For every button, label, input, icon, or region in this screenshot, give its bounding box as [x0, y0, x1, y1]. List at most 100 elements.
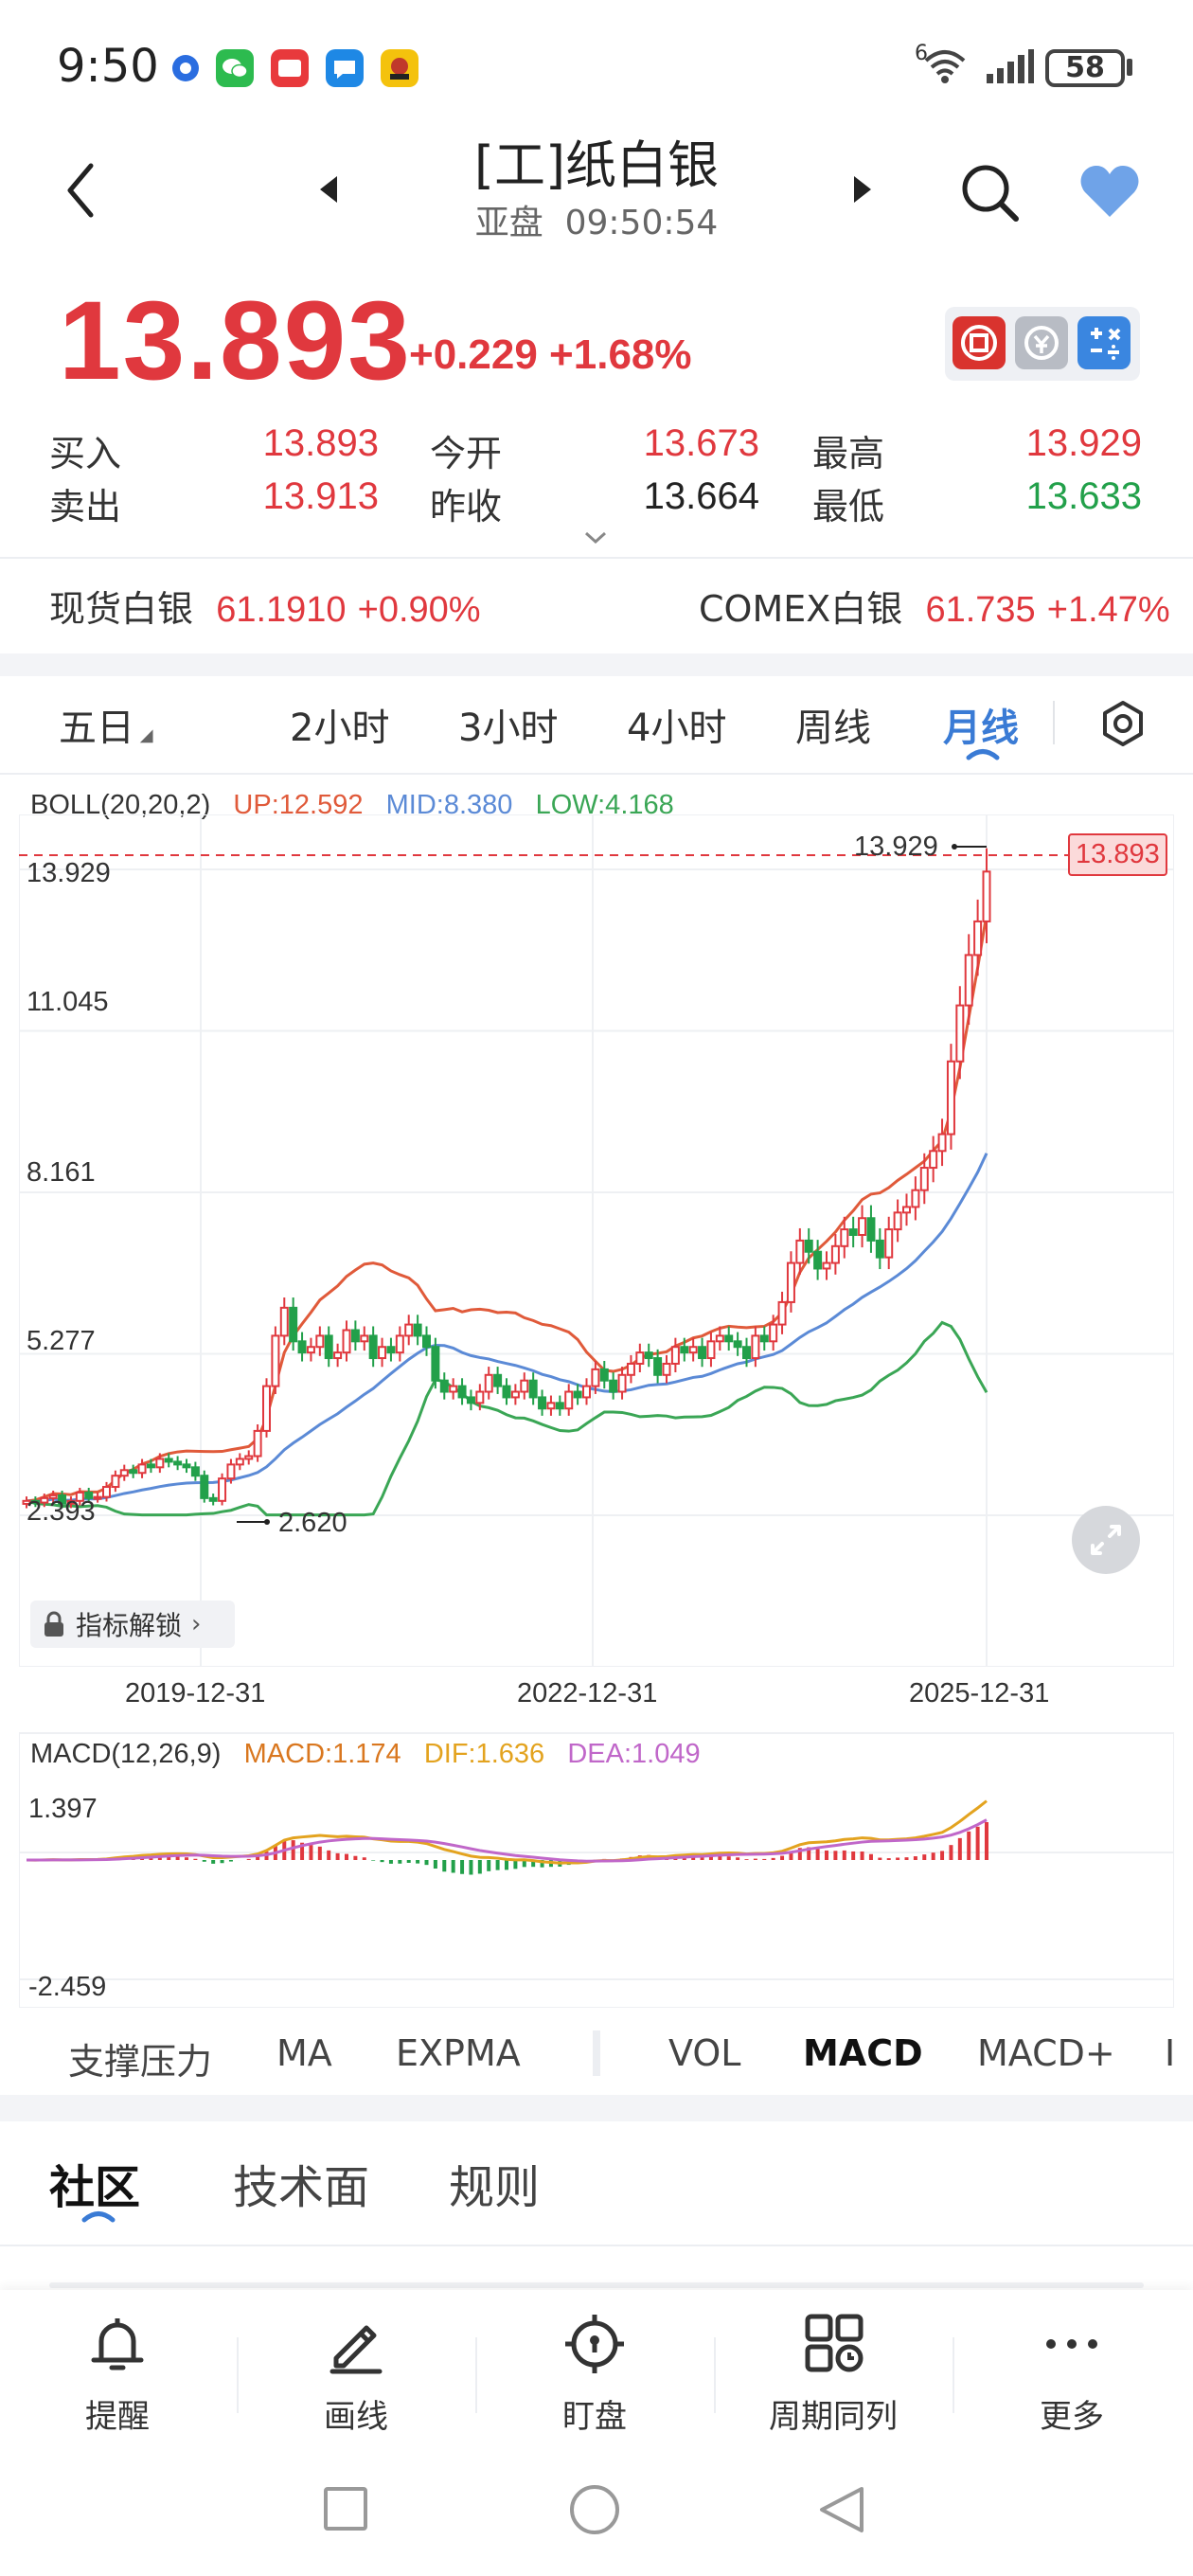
tab-technical[interactable]: 技术面: [233, 2161, 370, 2214]
candle-body: [964, 954, 973, 1007]
candle-body: [244, 1455, 254, 1460]
indicator-tab-ma[interactable]: MA: [276, 2032, 332, 2074]
candle-body: [226, 1463, 236, 1480]
tab-monthly[interactable]: 月线: [943, 707, 1019, 750]
tab-five-day[interactable]: 五日 ◢: [59, 707, 153, 750]
nav-alert[interactable]: 提醒: [32, 2311, 203, 2437]
candle-body: [289, 1306, 298, 1343]
next-instrument-button[interactable]: [848, 170, 877, 208]
spot-silver-quote[interactable]: 现货白银 61.1910 +0.90%: [49, 580, 481, 632]
content-card-edge: [49, 2282, 1144, 2288]
indicator-tab-expma[interactable]: EXPMA: [396, 2032, 521, 2074]
kline-chart[interactable]: [19, 814, 1174, 1667]
icbc-icon[interactable]: [953, 316, 1006, 369]
tab-community[interactable]: 社区: [49, 2161, 141, 2214]
indicator-tab-macd-plus[interactable]: MACD+: [977, 2032, 1115, 2074]
fullscreen-button[interactable]: [1072, 1506, 1140, 1574]
candle-body: [698, 1346, 707, 1360]
tab-3-hour[interactable]: 3小时: [458, 707, 559, 750]
expand-quote-button[interactable]: [583, 530, 608, 549]
home-button[interactable]: [570, 2485, 619, 2534]
indicator-tab-vol[interactable]: VOL: [668, 2032, 741, 2074]
candle-body: [502, 1385, 511, 1399]
candle-body: [155, 1458, 165, 1469]
candle-body: [751, 1334, 760, 1360]
macd-chart[interactable]: [19, 1724, 1174, 2008]
nav-draw[interactable]: 画线: [271, 2311, 441, 2437]
candle-body: [929, 1150, 938, 1170]
high-value: 13.929: [1025, 422, 1142, 464]
candle-body: [360, 1334, 369, 1343]
indicator-tab-support[interactable]: 支撑压力: [68, 2041, 213, 2083]
x-tick: 2022-12-31: [517, 1678, 658, 1708]
nav-watch[interactable]: 盯盘: [509, 2311, 680, 2437]
indicator-tab-macd[interactable]: MACD: [803, 2032, 923, 2074]
comex-silver-quote[interactable]: COMEX白银 61.735 +1.47%: [699, 580, 1170, 632]
triangle-back-icon: [820, 2487, 864, 2532]
candle-body: [670, 1346, 680, 1365]
boll-lines: [26, 913, 988, 1517]
wechat-icon: [216, 49, 254, 87]
tab-rules[interactable]: 规则: [449, 2161, 541, 2214]
market-session: 亚盘 09:50:54: [0, 195, 1193, 244]
macd-value: MACD:1.174: [243, 1739, 401, 1769]
candle-body: [235, 1458, 244, 1466]
candle-body: [688, 1346, 698, 1354]
calculator-icon[interactable]: [1077, 316, 1131, 369]
tab-2-hour[interactable]: 2小时: [290, 707, 390, 750]
boll-low-line: [26, 1320, 988, 1517]
open-value: 13.673: [643, 422, 759, 464]
candle-body: [893, 1211, 902, 1231]
chevron-left-icon: [67, 163, 94, 218]
price-change: +0.229 +1.68%: [409, 331, 692, 379]
currency-icon[interactable]: [1015, 316, 1068, 369]
search-button[interactable]: [954, 157, 1026, 229]
grid-clock-icon: [805, 2314, 864, 2372]
expand-icon: [1091, 1525, 1121, 1555]
high-marker-label: 13.929: [854, 832, 938, 862]
battery-indicator: 58: [1045, 49, 1125, 87]
candle-body: [858, 1217, 867, 1236]
candle-body: [146, 1463, 155, 1469]
candle-body: [422, 1334, 431, 1349]
candle-body: [635, 1351, 645, 1365]
back-nav-button[interactable]: [816, 2483, 867, 2540]
nav-period-compare[interactable]: 周期同列: [748, 2311, 918, 2437]
recent-apps-button[interactable]: [324, 2487, 367, 2531]
active-tab-indicator: [81, 2209, 116, 2227]
y-tick: 8.161: [27, 1157, 96, 1188]
candle-body: [662, 1362, 671, 1376]
candle-body: [528, 1379, 538, 1399]
low-label: 最低: [812, 486, 885, 528]
comex-silver-label: COMEX白银: [699, 588, 903, 630]
macd-lines: [26, 1799, 988, 1865]
indicator-tab-more[interactable]: I: [1165, 2032, 1176, 2074]
macd-legend[interactable]: MACD(12,26,9) MACD:1.174 DIF:1.636 DEA:1…: [30, 1739, 701, 1770]
candle-body: [946, 1060, 955, 1136]
prev-close-value: 13.664: [643, 475, 759, 517]
candle-body: [653, 1357, 663, 1376]
tab-4-hour[interactable]: 4小时: [627, 707, 727, 750]
buy-value: 13.893: [262, 422, 379, 464]
candle-body: [724, 1334, 734, 1343]
unlock-indicators-button[interactable]: 指标解锁 ›: [30, 1601, 235, 1648]
macd-y-bottom: -2.459: [28, 1972, 107, 2002]
candle-body: [848, 1228, 858, 1236]
status-time: 9:50: [57, 40, 159, 93]
candle-body: [884, 1228, 894, 1259]
heart-icon: [1080, 166, 1139, 217]
buy-label: 买入: [49, 433, 122, 474]
candle-body: [573, 1390, 582, 1399]
tab-weekly[interactable]: 周线: [795, 707, 871, 750]
candle-body: [208, 1496, 218, 1502]
candle-body: [404, 1323, 414, 1337]
divider: [0, 773, 1193, 775]
nav-more[interactable]: 更多: [987, 2311, 1157, 2437]
previous-instrument-button[interactable]: [314, 170, 343, 208]
candle-body: [644, 1351, 653, 1360]
candle-body: [840, 1228, 849, 1247]
favorite-button[interactable]: [1074, 159, 1146, 225]
candle-body: [564, 1390, 574, 1410]
chart-settings-button[interactable]: [1098, 699, 1148, 752]
back-button[interactable]: [57, 157, 104, 224]
